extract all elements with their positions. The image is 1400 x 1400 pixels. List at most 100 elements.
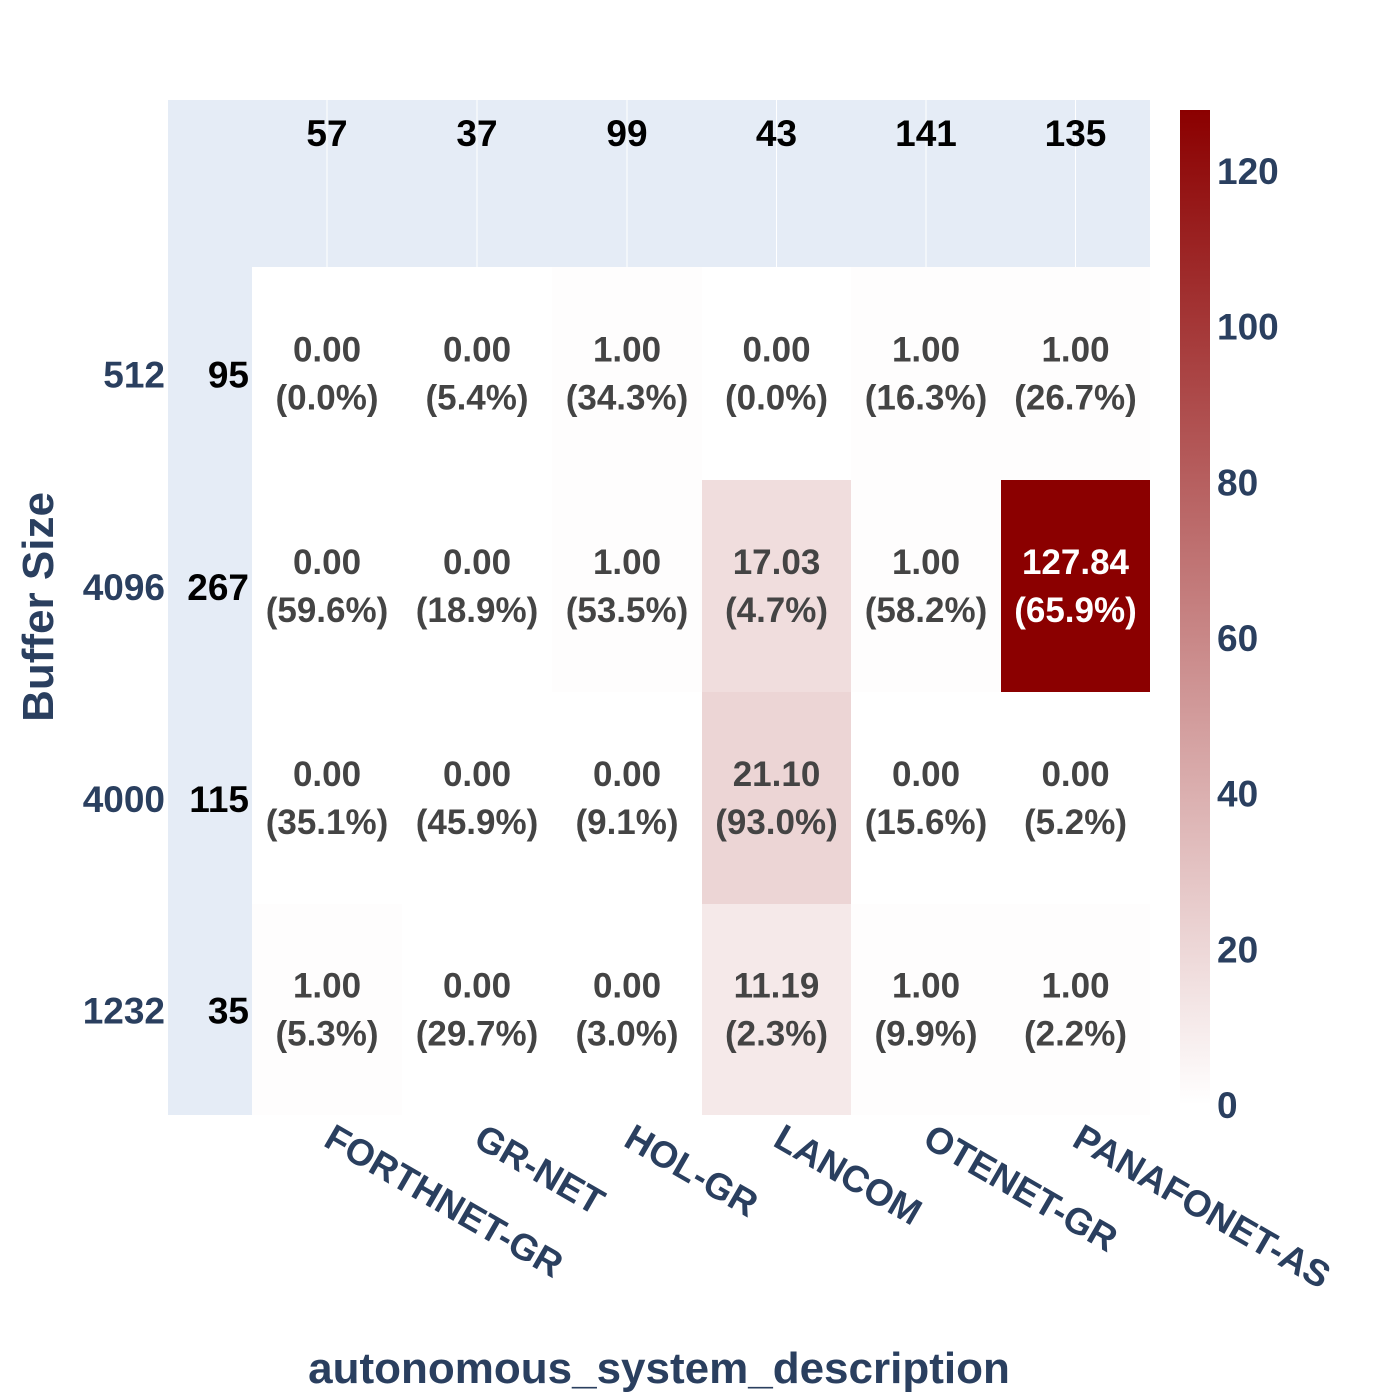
heatmap-cell (1001, 480, 1150, 692)
x-tick-label: PANAFONET-AS (1067, 1116, 1338, 1296)
heatmap-cell (1001, 692, 1150, 904)
cell-percent-label: (2.2%) (1024, 1015, 1127, 1054)
cell-value-label: 1.00 (892, 967, 960, 1006)
x-axis-title: autonomous_system_description (308, 1344, 1010, 1393)
heatmap-cell (702, 267, 851, 480)
cell-percent-label: (0.0%) (275, 379, 378, 418)
heatmap-cell (851, 692, 1001, 904)
y-tick-label: 1232 (83, 991, 165, 1032)
cell-value-label: 1.00 (1041, 967, 1109, 1006)
y-tick-labels: 512 4096 4000 1232 (83, 355, 165, 1032)
heatmap-cell (1001, 267, 1150, 480)
cell-value-label: 0.00 (293, 331, 361, 370)
heatmap-cell (402, 480, 552, 692)
cell-labels: 0.00 (0.0%) 0.00 (5.4%) 1.00 (34.3%) 0.00 (0.0%… (266, 331, 1137, 1054)
y-tick-label: 512 (103, 355, 165, 396)
cell-value-label: 0.00 (593, 967, 661, 1006)
heatmap-cell (702, 904, 851, 1115)
cell-value-label: 17.03 (733, 543, 821, 582)
cell-percent-label: (4.7%) (725, 591, 828, 630)
cell-percent-label: (45.9%) (416, 803, 539, 842)
column-total-label: 135 (1045, 113, 1107, 154)
cell-value-label: 0.00 (443, 543, 511, 582)
cell-value-label: 0.00 (293, 543, 361, 582)
heatmap-cell (552, 480, 702, 692)
heatmap-cell (552, 692, 702, 904)
colorbar-tick-label: 120 (1217, 151, 1279, 192)
colorbar-tick-label: 40 (1217, 774, 1258, 815)
cell-percent-label: (0.0%) (725, 379, 828, 418)
heatmap-cell (552, 267, 702, 480)
cell-percent-label: (9.1%) (575, 803, 678, 842)
heatmap-cell (402, 904, 552, 1115)
cell-value-label: 0.00 (443, 755, 511, 794)
cell-percent-label: (34.3%) (566, 379, 689, 418)
cell-value-label: 0.00 (593, 755, 661, 794)
colorbar (1180, 110, 1210, 1105)
y-tick-label: 4000 (83, 779, 165, 820)
cell-percent-label: (3.0%) (575, 1015, 678, 1054)
heatmap-cell (851, 904, 1001, 1115)
column-total-label: 141 (895, 113, 957, 154)
heatmap-cell (702, 480, 851, 692)
heatmap-cell (851, 267, 1001, 480)
cell-percent-label: (9.9%) (874, 1015, 977, 1054)
row-total-label: 267 (187, 567, 249, 608)
cell-value-label: 0.00 (742, 331, 810, 370)
cell-percent-label: (5.2%) (1024, 803, 1127, 842)
cell-percent-label: (15.6%) (865, 803, 988, 842)
heatmap-cell (702, 692, 851, 904)
column-totals: 57 37 99 43 141 135 (306, 113, 1106, 154)
cell-value-label: 0.00 (892, 755, 960, 794)
cell-percent-label: (5.4%) (425, 379, 528, 418)
row-totals: 95 267 115 35 (187, 355, 249, 1032)
cell-value-label: 0.00 (293, 755, 361, 794)
y-tick-label: 4096 (83, 567, 165, 608)
column-total-label: 57 (306, 113, 347, 154)
cell-value-label: 0.00 (443, 967, 511, 1006)
heatmap-cell (552, 904, 702, 1115)
y-axis-title: Buffer Size (14, 492, 63, 722)
cell-value-label: 127.84 (1022, 543, 1130, 582)
cell-percent-label: (2.3%) (725, 1015, 828, 1054)
cell-value-label: 1.00 (892, 543, 960, 582)
heatmap-cell (851, 480, 1001, 692)
colorbar-tick-label: 0 (1217, 1085, 1238, 1126)
heatmap-cell (402, 267, 552, 480)
colorbar-tick-label: 60 (1217, 618, 1258, 659)
cell-percent-label: (58.2%) (865, 591, 988, 630)
heatmap-cell (252, 480, 402, 692)
colorbar-tick-label: 80 (1217, 462, 1258, 503)
row-total-label: 95 (208, 355, 249, 396)
cell-percent-label: (65.9%) (1014, 591, 1137, 630)
heatmap-cells (252, 267, 1150, 1115)
cell-value-label: 0.00 (443, 331, 511, 370)
cell-value-label: 0.00 (1041, 755, 1109, 794)
colorbar-tick-labels: 0 20 40 60 80 100 120 (1217, 151, 1279, 1126)
cell-value-label: 1.00 (293, 967, 361, 1006)
column-total-label: 37 (456, 113, 497, 154)
x-tick-label: HOL-GR (618, 1116, 765, 1224)
cell-value-label: 1.00 (892, 331, 960, 370)
heatmap-cell (252, 904, 402, 1115)
gridlines (326, 100, 1076, 267)
row-total-label: 35 (208, 991, 249, 1032)
cell-value-label: 11.19 (734, 967, 820, 1006)
cell-value-label: 1.00 (593, 331, 661, 370)
column-total-label: 43 (756, 113, 797, 154)
cell-percent-label: (35.1%) (266, 803, 389, 842)
cell-percent-label: (29.7%) (416, 1015, 539, 1054)
row-total-label: 115 (189, 779, 249, 820)
heatmap-cell (402, 692, 552, 904)
cell-value-label: 1.00 (1041, 331, 1109, 370)
cell-percent-label: (59.6%) (266, 591, 389, 630)
cell-percent-label: (26.7%) (1014, 379, 1137, 418)
cell-percent-label: (53.5%) (566, 591, 689, 630)
cell-percent-label: (93.0%) (715, 803, 838, 842)
heatmap-cell (1001, 904, 1150, 1115)
cell-percent-label: (18.9%) (416, 591, 539, 630)
heatmap-cell (252, 692, 402, 904)
colorbar-tick-label: 100 (1217, 307, 1279, 348)
